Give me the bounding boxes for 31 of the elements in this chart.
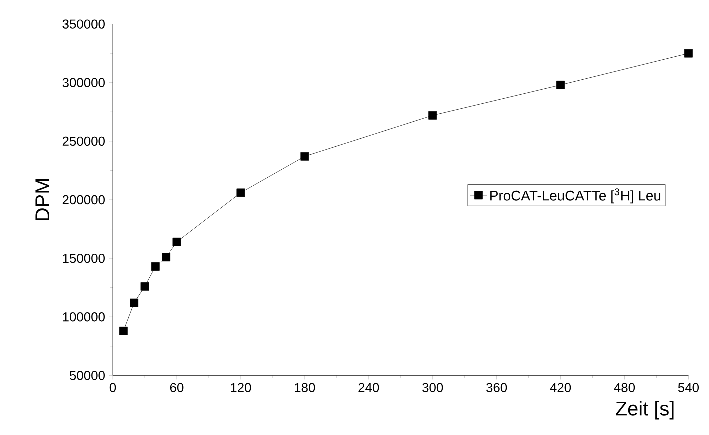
point	[119, 326, 128, 336]
point	[140, 282, 150, 291]
point	[684, 49, 693, 58]
y-tick-label: 150000	[63, 254, 105, 264]
point	[162, 253, 171, 262]
point	[428, 111, 438, 120]
y-tick-label: 50000	[70, 371, 105, 380]
x-tick-label: 300	[422, 383, 444, 392]
y-axis-title: DPM	[36, 179, 50, 220]
point	[300, 152, 310, 161]
x-tick-label: 480	[614, 383, 636, 392]
point	[151, 262, 160, 271]
y-tick-label: 100000	[63, 312, 105, 322]
point	[172, 238, 182, 246]
y-tick-label: 350000	[62, 20, 105, 29]
point	[236, 188, 246, 198]
x-tick-label: 0	[110, 383, 116, 392]
x-tick-label: 180	[295, 383, 316, 392]
x-tick-label: 240	[358, 383, 380, 392]
x-tick-label: 60	[170, 383, 184, 392]
x-tick-label: 120	[231, 383, 252, 392]
x-tick-label: 420	[550, 383, 572, 392]
y-tick-label: 300000	[62, 78, 105, 88]
legend-label: ProCAT-LeuCATTe [$^{3}$H] Leu	[490, 188, 661, 204]
x-tick-label: 360	[486, 383, 508, 392]
x-tick-label: 540	[678, 383, 700, 392]
y-tick-label: 200000	[62, 195, 105, 205]
x-axis-title: Zeit [s]	[616, 401, 674, 420]
point	[130, 298, 139, 308]
point	[556, 80, 565, 90]
y-tick-label: 250000	[62, 136, 105, 146]
